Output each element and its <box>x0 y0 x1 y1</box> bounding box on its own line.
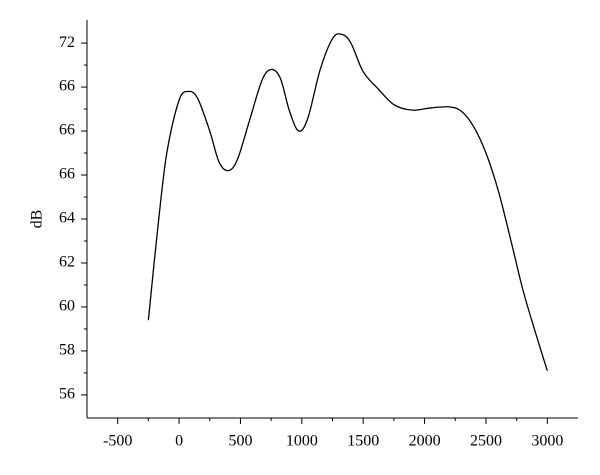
y-tick-label: 58 <box>59 342 75 359</box>
x-tick-label: 2500 <box>470 433 502 450</box>
y-tick-label: 66 <box>59 78 75 95</box>
x-tick-label: 3000 <box>531 433 563 450</box>
y-tick-label: 60 <box>59 298 75 315</box>
y-axis-label: dB <box>29 210 46 229</box>
y-tick-label: 72 <box>59 34 75 51</box>
x-tick-label: 2000 <box>409 433 441 450</box>
x-tick-label: 500 <box>228 433 252 450</box>
x-tick-label: 1500 <box>347 433 379 450</box>
y-tick-label: 66 <box>59 122 75 139</box>
y-tick-label: 64 <box>59 210 75 227</box>
y-tick-label: 62 <box>59 254 75 271</box>
y-tick-label: 56 <box>59 386 75 403</box>
x-tick-label: 1000 <box>286 433 318 450</box>
data-line <box>147 33 548 371</box>
y-tick-label: 66 <box>59 166 75 183</box>
x-tick-label: -500 <box>103 433 132 450</box>
x-tick-label: 0 <box>175 433 183 450</box>
